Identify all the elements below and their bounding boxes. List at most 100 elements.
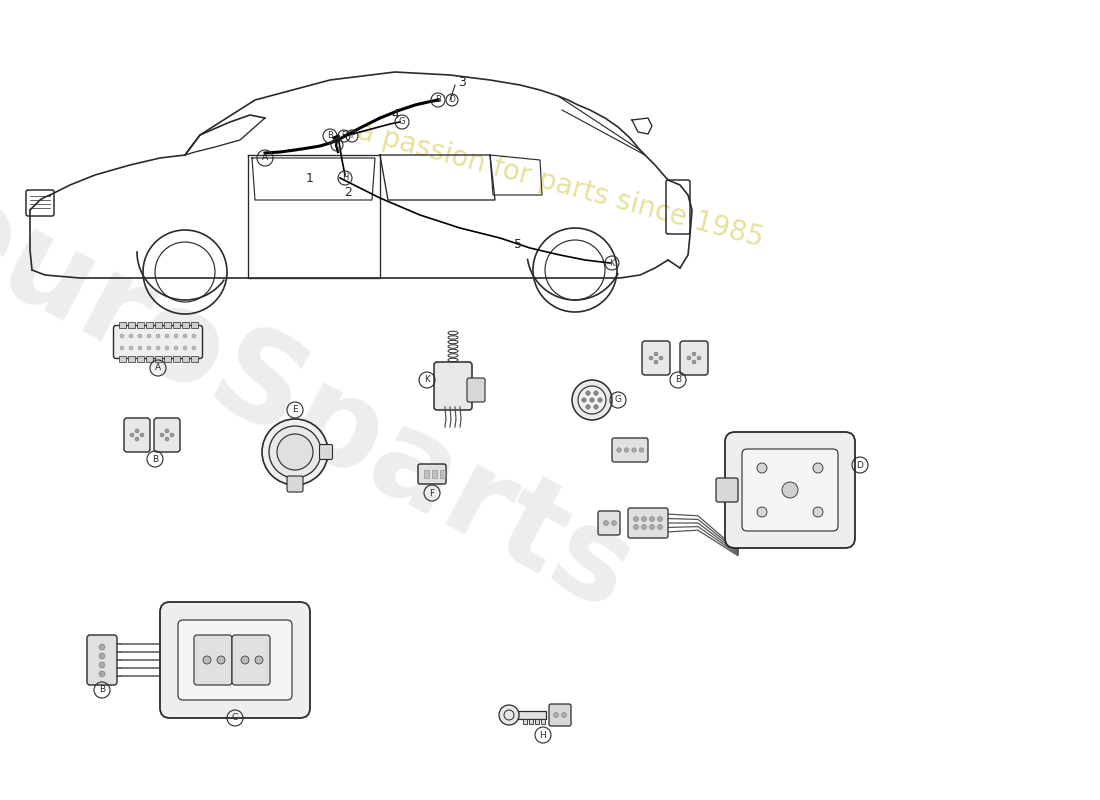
FancyBboxPatch shape [716,478,738,502]
Text: a passion for parts since 1985: a passion for parts since 1985 [354,117,767,253]
FancyBboxPatch shape [598,511,620,535]
Circle shape [634,517,638,522]
Circle shape [99,662,104,668]
Circle shape [138,346,142,350]
Bar [146,322,153,328]
Circle shape [649,525,654,530]
FancyBboxPatch shape [680,341,708,375]
Circle shape [641,525,647,530]
Circle shape [147,346,151,350]
Text: 5: 5 [514,238,522,251]
Bar [173,356,180,362]
Text: F: F [429,489,434,498]
Circle shape [578,386,606,414]
Circle shape [813,463,823,473]
FancyBboxPatch shape [160,602,310,718]
Text: E: E [342,131,346,141]
Text: E: E [293,406,298,414]
Text: A: A [262,154,268,162]
Circle shape [156,346,160,350]
Circle shape [183,346,187,350]
Circle shape [612,521,616,526]
Bar [440,470,446,478]
FancyBboxPatch shape [154,418,180,452]
Circle shape [255,656,263,664]
Circle shape [813,507,823,517]
Text: B: B [152,454,158,463]
Circle shape [639,448,643,452]
Text: K: K [609,258,615,267]
Circle shape [604,521,608,526]
FancyBboxPatch shape [725,432,855,548]
Text: F: F [350,131,354,141]
Text: D: D [449,95,455,105]
Circle shape [140,433,144,437]
Circle shape [586,405,591,409]
Text: C: C [334,141,340,150]
Bar [155,356,162,362]
Text: 3: 3 [458,75,466,89]
Circle shape [165,429,169,433]
Bar [191,356,198,362]
Text: B: B [99,686,106,694]
Circle shape [174,334,178,338]
FancyBboxPatch shape [612,438,648,462]
Circle shape [99,653,104,659]
Circle shape [192,346,196,350]
Circle shape [659,356,663,360]
Circle shape [129,346,133,350]
Text: euroSparts: euroSparts [0,163,653,637]
Circle shape [160,433,164,437]
Circle shape [597,398,602,402]
Bar [424,470,429,478]
Circle shape [590,398,594,402]
Circle shape [270,426,321,478]
Circle shape [617,448,621,452]
Text: G: G [615,395,622,405]
Bar [138,356,144,362]
Circle shape [697,356,701,360]
FancyBboxPatch shape [232,635,270,685]
Circle shape [757,463,767,473]
Circle shape [204,656,211,664]
Circle shape [649,356,653,360]
FancyBboxPatch shape [642,341,670,375]
Text: D: D [857,461,864,470]
FancyBboxPatch shape [468,378,485,402]
Bar [164,322,170,328]
Bar [529,719,534,724]
Text: A: A [155,363,161,373]
Bar [173,322,180,328]
Text: G: G [398,118,405,126]
FancyBboxPatch shape [113,326,202,358]
Bar [138,322,144,328]
Bar [146,356,153,362]
Circle shape [147,334,151,338]
FancyBboxPatch shape [124,418,150,452]
Circle shape [165,334,169,338]
Text: H: H [342,174,349,182]
Circle shape [156,334,160,338]
Circle shape [561,713,566,718]
Circle shape [594,405,598,409]
FancyBboxPatch shape [287,476,303,492]
FancyBboxPatch shape [87,635,117,685]
Circle shape [183,334,187,338]
Circle shape [631,448,636,452]
Circle shape [688,356,691,360]
Circle shape [572,380,612,420]
Circle shape [99,671,104,677]
Circle shape [120,334,124,338]
Circle shape [586,391,591,395]
Bar [119,356,126,362]
Circle shape [165,346,169,350]
FancyBboxPatch shape [434,362,472,410]
Text: H: H [540,730,547,739]
Circle shape [634,525,638,530]
Circle shape [130,433,134,437]
Circle shape [135,437,139,441]
Bar [128,322,135,328]
Circle shape [192,334,196,338]
Circle shape [277,434,313,470]
Bar [522,719,527,724]
